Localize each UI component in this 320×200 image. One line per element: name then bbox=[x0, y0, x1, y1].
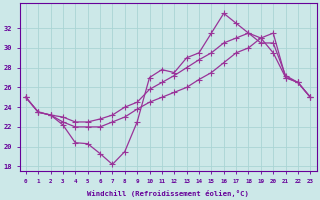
X-axis label: Windchill (Refroidissement éolien,°C): Windchill (Refroidissement éolien,°C) bbox=[87, 190, 249, 197]
